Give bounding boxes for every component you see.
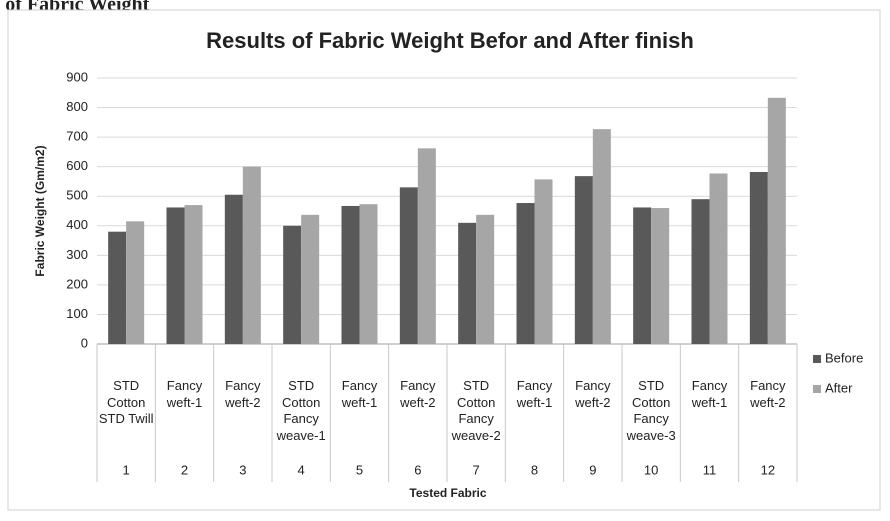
bar [592, 129, 611, 344]
y-tick-label: 600 [66, 158, 88, 173]
bar [359, 204, 378, 344]
category-number: 3 [239, 462, 246, 477]
category-label: Fancy weft-2 [400, 378, 436, 410]
bar [283, 225, 302, 344]
y-axis-label: Fabric Weight (Gm/m2) [33, 145, 47, 276]
category-label: Fancy weft-2 [575, 378, 611, 410]
x-axis-label: Tested Fabric [409, 486, 486, 500]
category-label: Fancy weft-1 [691, 378, 728, 410]
y-tick-label: 700 [66, 129, 88, 144]
legend-label: After [825, 380, 853, 395]
category-number: 6 [414, 462, 421, 477]
category-label: Fancy weft-2 [225, 378, 261, 410]
legend-label: Before [825, 350, 863, 365]
bar [242, 166, 261, 344]
chart-title: Results of Fabric Weight Befor and After… [206, 28, 694, 53]
bar [458, 222, 477, 344]
bar [767, 97, 786, 345]
category-number: 1 [123, 462, 130, 477]
bar [108, 231, 127, 344]
category-label: Fancy weft-1 [341, 378, 378, 410]
bar [574, 176, 593, 344]
category-label: Fancy weft-1 [166, 378, 203, 410]
category-number: 5 [356, 462, 363, 477]
category-label: STD Cotton [107, 378, 146, 410]
category-number: 10 [644, 462, 658, 477]
y-tick-label: 900 [66, 69, 88, 84]
y-tick-label: 200 [66, 276, 88, 291]
y-tick-label: 100 [66, 306, 88, 321]
bar [184, 205, 203, 344]
group-label: STD Twill [98, 411, 154, 426]
chart-frame [7, 9, 881, 511]
bar [651, 208, 670, 344]
category-number: 11 [703, 462, 717, 477]
bar [534, 179, 553, 344]
y-tick-label: 800 [66, 99, 88, 114]
category-number: 8 [531, 462, 538, 477]
category-number: 4 [298, 462, 305, 477]
bar [691, 199, 710, 344]
group-label: Fancy weave-1 [276, 411, 326, 443]
category-number: 9 [589, 462, 596, 477]
legend-swatch [813, 385, 821, 393]
category-label: Fancy weft-1 [516, 378, 553, 410]
bar [301, 214, 320, 344]
bar [126, 221, 145, 344]
group-label: Fancy weave-3 [626, 411, 676, 443]
bar [516, 203, 535, 344]
bar [399, 187, 418, 344]
category-number: 12 [761, 462, 775, 477]
legend-swatch [813, 355, 821, 363]
category-number: 2 [181, 462, 188, 477]
category-number: 7 [473, 462, 480, 477]
y-tick-label: 0 [81, 335, 88, 350]
bar [224, 194, 243, 344]
y-tick-label: 500 [66, 188, 88, 203]
group-label: Fancy weave-2 [451, 411, 501, 443]
category-label: STD Cotton [282, 378, 321, 410]
category-label: STD Cotton [457, 378, 496, 410]
y-tick-label: 300 [66, 247, 88, 262]
category-label: Fancy weft-2 [750, 378, 786, 410]
bar [709, 173, 728, 344]
y-tick-label: 400 [66, 217, 88, 232]
bar [417, 148, 436, 344]
bar [341, 205, 360, 344]
bar [749, 171, 768, 344]
category-label: STD Cotton [632, 378, 671, 410]
bar [476, 214, 495, 344]
bar [166, 207, 185, 344]
bar [633, 207, 652, 344]
